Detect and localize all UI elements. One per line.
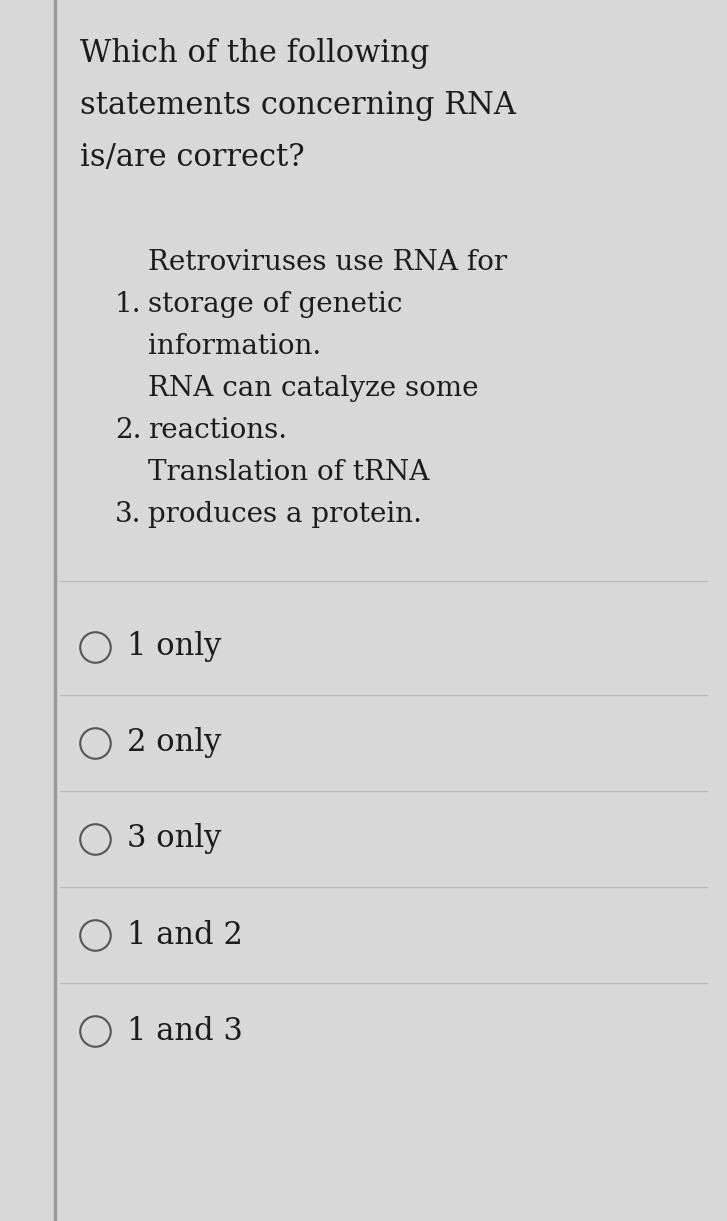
- Text: 1.: 1.: [115, 291, 142, 317]
- Point: [89, 1021, 101, 1040]
- Point: [89, 734, 101, 753]
- Text: 2 only: 2 only: [127, 728, 222, 758]
- Text: Which of the following: Which of the following: [80, 38, 430, 70]
- Text: 3.: 3.: [115, 501, 142, 527]
- Text: statements concerning RNA: statements concerning RNA: [80, 90, 516, 121]
- Point: [89, 637, 101, 657]
- Text: RNA can catalyze some: RNA can catalyze some: [148, 375, 478, 402]
- Text: produces a protein.: produces a protein.: [148, 501, 422, 527]
- Text: 1 and 3: 1 and 3: [127, 1016, 243, 1046]
- Text: is/are correct?: is/are correct?: [80, 142, 305, 173]
- Text: 1 and 2: 1 and 2: [127, 919, 243, 950]
- Text: Retroviruses use RNA for: Retroviruses use RNA for: [148, 249, 507, 276]
- Text: Translation of tRNA: Translation of tRNA: [148, 459, 430, 486]
- Text: 2.: 2.: [115, 418, 142, 444]
- Text: 1 only: 1 only: [127, 631, 222, 663]
- Text: 3 only: 3 only: [127, 823, 222, 855]
- Text: reactions.: reactions.: [148, 418, 287, 444]
- Point: [89, 829, 101, 849]
- Text: information.: information.: [148, 333, 321, 360]
- Point: [89, 926, 101, 945]
- Text: storage of genetic: storage of genetic: [148, 291, 402, 317]
